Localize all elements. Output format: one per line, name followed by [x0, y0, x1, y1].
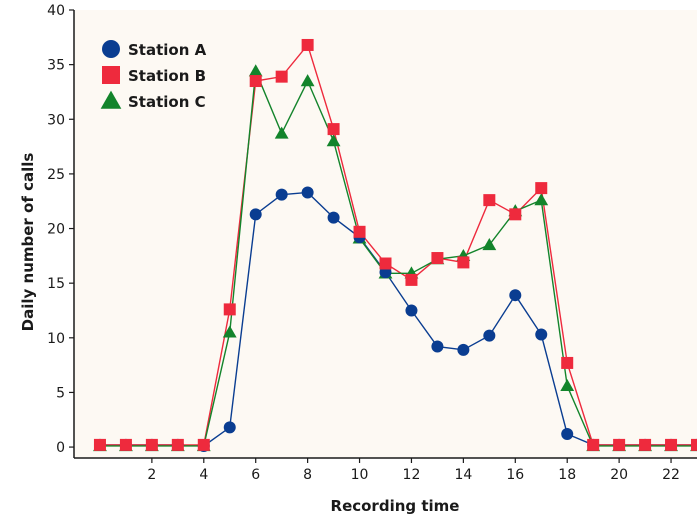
legend-item-station-b: Station B	[102, 66, 206, 85]
x-tick-label: 20	[610, 467, 628, 483]
data-point	[223, 303, 236, 316]
axes	[73, 10, 697, 459]
data-point	[535, 328, 548, 341]
legend-label: Station C	[128, 93, 206, 111]
data-point	[119, 438, 132, 451]
y-tick-label: 10	[47, 331, 65, 347]
data-point	[171, 438, 184, 451]
data-point	[691, 438, 697, 451]
data-point	[535, 182, 548, 195]
x-tick-label: 12	[403, 467, 421, 483]
data-point	[587, 438, 600, 451]
data-point	[275, 70, 288, 83]
y-tick-label: 40	[47, 3, 65, 19]
x-tick-label: 22	[662, 467, 680, 483]
data-point	[145, 438, 158, 451]
data-point	[223, 421, 236, 434]
data-point	[457, 343, 470, 356]
legend-item-station-c: Station C	[100, 90, 206, 111]
x-tick-label: 10	[351, 467, 369, 483]
data-point	[249, 208, 262, 221]
plot-area	[74, 10, 697, 458]
y-tick-label: 25	[47, 167, 65, 183]
x-tick-label: 18	[558, 467, 576, 483]
x-tick-label: 8	[303, 467, 312, 483]
data-point	[639, 438, 652, 451]
data-point	[483, 194, 496, 207]
y-tick-label: 35	[47, 58, 65, 74]
y-tick-label: 20	[47, 222, 65, 238]
data-point	[613, 438, 626, 451]
legend-label: Station B	[128, 67, 206, 85]
x-tick-label: 16	[506, 467, 524, 483]
data-point	[222, 325, 237, 338]
data-point	[405, 273, 418, 286]
data-point	[431, 252, 444, 265]
y-tick-label: 15	[47, 276, 65, 292]
data-point	[431, 340, 444, 353]
y-tick-label: 30	[47, 112, 65, 128]
data-point	[665, 438, 678, 451]
data-point	[249, 75, 262, 88]
y-axis-ticks: 0 5 10 15 20 25 30 35 40	[47, 3, 74, 456]
data-point	[534, 193, 549, 206]
legend-item-station-a: Station A	[102, 40, 207, 59]
data-point	[482, 238, 497, 251]
series-markers-station-b	[93, 38, 697, 451]
x-axis-ticks: 2 4 6 8 10 12 14 16 18 20 22	[147, 458, 680, 483]
data-point	[509, 208, 522, 221]
data-point	[405, 304, 418, 317]
data-point	[483, 329, 496, 342]
data-point	[560, 378, 575, 392]
legend-marker	[102, 66, 120, 84]
x-tick-label: 14	[454, 467, 472, 483]
data-point	[301, 186, 314, 199]
data-point	[561, 356, 574, 369]
data-point	[327, 123, 340, 136]
y-tick-label: 0	[56, 440, 65, 456]
y-tick-label: 5	[56, 385, 65, 401]
data-point	[457, 256, 470, 269]
data-point	[93, 438, 106, 451]
data-point	[327, 211, 340, 224]
data-point	[353, 225, 366, 238]
x-tick-label: 6	[251, 467, 260, 483]
legend-label: Station A	[128, 41, 207, 59]
x-tick-label: 4	[199, 467, 208, 483]
legend-marker	[102, 40, 120, 58]
legend-marker	[100, 90, 122, 109]
data-point	[300, 74, 315, 87]
data-point	[248, 64, 263, 77]
data-point	[561, 427, 574, 440]
data-point	[197, 438, 210, 451]
y-axis-title: Daily number of calls	[19, 153, 37, 332]
x-tick-label: 2	[147, 467, 156, 483]
data-point	[379, 257, 392, 270]
data-point	[301, 38, 314, 51]
x-axis-title: Recording time	[331, 497, 460, 515]
legend: Station A Station B Station C	[100, 40, 207, 111]
data-point	[274, 126, 289, 139]
data-point	[326, 134, 341, 147]
data-point	[275, 188, 288, 201]
data-point	[509, 289, 522, 302]
series-layer	[93, 38, 697, 452]
